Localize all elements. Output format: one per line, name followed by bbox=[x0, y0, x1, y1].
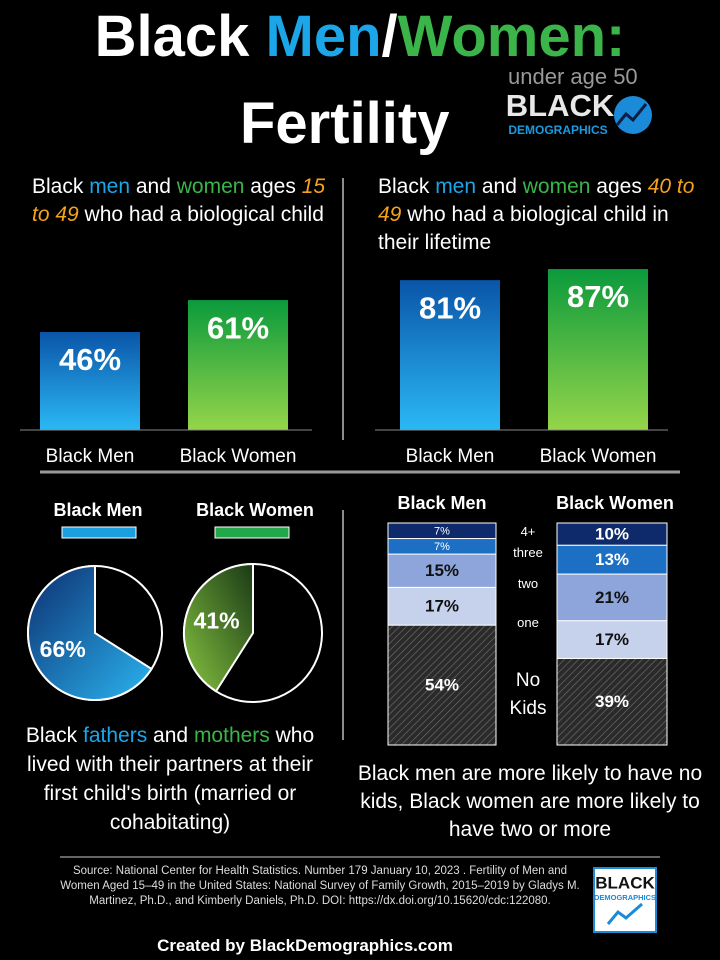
x-tick-label: Black Women bbox=[556, 493, 674, 513]
bar-segment bbox=[556, 544, 668, 575]
title-part: and bbox=[476, 175, 523, 198]
x-tick-label: Black Women bbox=[180, 446, 297, 467]
value-label: 13% bbox=[595, 550, 629, 569]
chart-caption: Black men are more likely to have no kid… bbox=[357, 762, 703, 841]
chart-title: Black men and women ages 15 to 49 who ha… bbox=[32, 173, 337, 229]
value-label: 7% bbox=[434, 541, 450, 553]
legend-label: three bbox=[513, 544, 543, 560]
logo-text: BLACK bbox=[506, 88, 615, 123]
title-part: men bbox=[89, 175, 131, 198]
page-title: Black Men/Women: bbox=[0, 2, 720, 72]
title-part: women bbox=[522, 175, 591, 198]
title-part: ages bbox=[244, 175, 302, 198]
value-label: 66% bbox=[40, 636, 86, 662]
legend-label: two bbox=[517, 576, 539, 592]
credit-part: Created by bbox=[157, 936, 250, 955]
value-label: 46% bbox=[59, 342, 121, 377]
title-part: Black bbox=[32, 175, 90, 198]
value-label: 41% bbox=[194, 607, 240, 633]
pie-slice bbox=[183, 562, 254, 693]
pie-slice bbox=[27, 564, 153, 701]
chart-caption: Black fathers and mothers who lived with… bbox=[10, 721, 330, 837]
logo-text: DEMOGRAPHICS bbox=[508, 123, 607, 137]
value-label: 10% bbox=[595, 525, 629, 544]
bar-segment bbox=[387, 586, 497, 626]
x-tick-label: Black Women bbox=[540, 446, 657, 467]
subtitle: under age 50 bbox=[508, 64, 638, 89]
bar-segment bbox=[387, 553, 497, 588]
title-part: / bbox=[381, 4, 398, 69]
bar bbox=[188, 300, 288, 430]
x-tick-label: Black Men bbox=[46, 446, 135, 467]
legend-label: Black Women bbox=[196, 500, 314, 520]
caption-part: fathers bbox=[83, 724, 148, 747]
title-part: men bbox=[435, 175, 477, 198]
value-label: 21% bbox=[595, 588, 629, 607]
logo-text: DEMOGRAPHICS bbox=[594, 893, 656, 902]
value-label: 54% bbox=[425, 676, 459, 695]
value-label: 81% bbox=[419, 290, 481, 325]
title-part: and bbox=[130, 175, 177, 198]
value-label: 87% bbox=[567, 279, 629, 314]
logo-box bbox=[593, 867, 657, 933]
source-note: Source: National Center for Health Stati… bbox=[60, 865, 580, 907]
value-label: 7% bbox=[434, 526, 450, 538]
title-part: Men bbox=[265, 4, 382, 69]
logo-icon bbox=[615, 103, 648, 126]
page-title: Fertility bbox=[240, 91, 450, 156]
value-label: 61% bbox=[207, 310, 269, 345]
title-part: Black bbox=[94, 4, 266, 69]
x-tick-label: Black Men bbox=[397, 493, 486, 513]
bar bbox=[548, 269, 648, 430]
value-label: 15% bbox=[425, 561, 459, 580]
caption-part: Black bbox=[25, 724, 84, 747]
legend-label: one bbox=[517, 614, 539, 630]
value-label: 39% bbox=[595, 692, 629, 711]
bar-segment bbox=[387, 522, 497, 540]
caption-part: and bbox=[147, 724, 194, 747]
legend-label: No Kids bbox=[509, 670, 547, 720]
caption-part: mothers bbox=[193, 724, 270, 747]
title-part: Women: bbox=[397, 4, 626, 69]
bar bbox=[400, 280, 500, 430]
bar-segment bbox=[387, 624, 497, 746]
bar-segment bbox=[556, 620, 668, 659]
logo: BLACK DEMOGRAPHICS bbox=[593, 867, 657, 933]
title-part: who had a biological child in their life… bbox=[378, 203, 669, 254]
chart-title: Black men and women ages 40 to 49 who ha… bbox=[378, 173, 708, 257]
title-part: 40 to 49 bbox=[378, 175, 695, 226]
title-part: 15 to 49 bbox=[32, 175, 326, 226]
title-part: women bbox=[176, 175, 245, 198]
legend-swatch bbox=[214, 526, 290, 539]
value-label: 17% bbox=[595, 630, 629, 649]
logo-text: BLACK bbox=[595, 873, 655, 892]
logo-icon bbox=[606, 902, 643, 925]
bar-segment bbox=[556, 573, 668, 622]
bar bbox=[40, 332, 140, 430]
logo-icon bbox=[614, 96, 652, 134]
x-tick-label: Black Men bbox=[406, 446, 495, 467]
legend-swatch bbox=[61, 526, 137, 539]
value-label: 17% bbox=[425, 597, 459, 616]
caption-part: who lived with their partners at their f… bbox=[27, 724, 315, 834]
legend-label: Black Men bbox=[53, 500, 142, 520]
credit-part: .com bbox=[413, 936, 453, 955]
logo: BLACK DEMOGRAPHICS bbox=[506, 88, 652, 137]
legend-label: 4+ bbox=[520, 524, 536, 540]
title-part: Black bbox=[378, 175, 436, 198]
title-part: who had a biological child bbox=[78, 203, 324, 226]
bar-segment bbox=[556, 522, 668, 546]
title-part: ages bbox=[590, 175, 648, 198]
credit-part: BlackDemographics bbox=[249, 936, 414, 955]
credit: Created by BlackDemographics.com bbox=[0, 936, 610, 956]
